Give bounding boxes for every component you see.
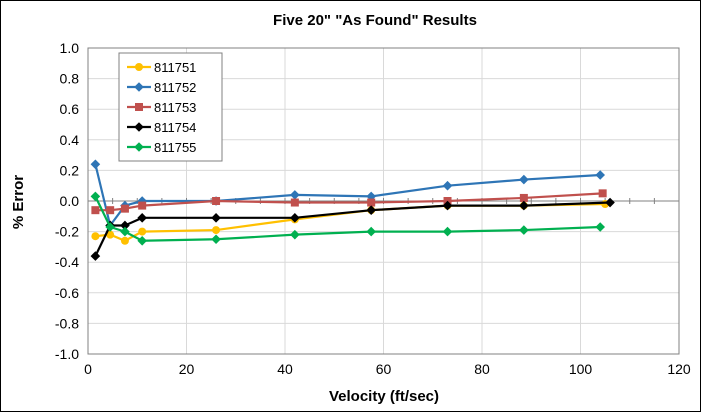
y-tick-label: 1.0 (60, 40, 80, 56)
y-tick-label: -0.4 (55, 254, 79, 270)
y-tick-label: -0.8 (55, 315, 79, 331)
data-point (137, 235, 147, 246)
y-axis-title: % Error (10, 175, 27, 229)
y-tick-label: 0.0 (60, 193, 80, 209)
data-point (212, 226, 221, 235)
x-tick-label: 120 (667, 361, 691, 377)
series-811755 (90, 191, 605, 246)
legend-marker (134, 82, 144, 92)
data-point (595, 222, 605, 232)
legend-item: 811751 (127, 60, 196, 75)
data-point (290, 213, 300, 223)
legend-item: 811753 (127, 100, 196, 115)
legend-marker (134, 142, 144, 152)
series-811754 (90, 197, 615, 261)
axes: 0 20 40 60 80 100 120 1.0 0.8 0.6 0.4 0.2 0.0 -0.2 -0.… (55, 40, 691, 377)
series-layer (90, 159, 615, 261)
legend-label: 811751 (154, 60, 196, 75)
x-tick-label: 100 (569, 361, 593, 377)
legend-label: 811753 (154, 100, 196, 115)
y-tick-label: 0.2 (60, 162, 80, 178)
data-point (519, 193, 528, 202)
data-point (211, 213, 221, 223)
data-point (366, 226, 376, 237)
data-point (290, 229, 300, 240)
series-811751 (91, 200, 610, 245)
data-point (212, 197, 221, 205)
legend-marker (134, 122, 144, 132)
legend-label: 811754 (154, 120, 196, 135)
x-tick-label: 0 (84, 361, 92, 377)
data-point (105, 222, 115, 232)
data-point (120, 204, 129, 213)
data-point (598, 189, 607, 198)
y-tick-label: 0.8 (60, 71, 80, 87)
x-tick-label: 60 (376, 361, 392, 377)
data-point (120, 226, 130, 237)
data-point (120, 220, 130, 231)
legend-item: 811754 (127, 120, 196, 135)
data-point (367, 198, 376, 207)
data-point (91, 232, 100, 241)
y-tick-label: -1.0 (55, 346, 79, 362)
y-tick-label: 0.4 (60, 132, 80, 148)
data-point (442, 200, 453, 211)
series-line (94, 164, 601, 229)
y-tick-label: -0.2 (55, 224, 79, 240)
data-point (605, 197, 615, 208)
data-point (106, 230, 115, 239)
series-line (95, 202, 606, 242)
legend-label: 811752 (154, 80, 196, 95)
data-point (290, 198, 299, 207)
data-point (211, 234, 221, 245)
chart-title: Five 20" "As Found" Results (273, 12, 477, 29)
data-point (519, 225, 529, 235)
y-tick-label: -0.6 (55, 285, 79, 301)
data-point (106, 206, 115, 215)
legend-marker (135, 103, 143, 111)
legend-label: 811755 (154, 140, 196, 155)
data-point (138, 227, 147, 236)
data-point (442, 180, 453, 191)
data-point (595, 170, 605, 180)
x-axis-title: Velocity (ft/sec) (329, 388, 439, 405)
legend-item: 811752 (127, 80, 196, 95)
series-line (94, 195, 601, 242)
data-point (91, 206, 100, 215)
x-tick-label: 20 (179, 361, 195, 377)
data-point (138, 201, 147, 210)
data-point (366, 205, 376, 215)
data-point (290, 190, 300, 200)
data-point (120, 236, 129, 245)
data-point (519, 200, 529, 211)
legend: 811751 811752 811753 811754 811755 (118, 52, 223, 162)
legend-item: 811755 (127, 140, 196, 155)
data-point (137, 213, 147, 223)
x-tick-label: 80 (474, 361, 490, 377)
data-point (442, 226, 453, 237)
data-point (90, 159, 101, 170)
y-tick-label: 0.6 (60, 101, 80, 117)
data-point (90, 191, 101, 202)
series-line (95, 192, 603, 212)
data-point (519, 174, 529, 185)
data-point (90, 251, 101, 261)
series-line (94, 201, 611, 257)
x-tick-label: 40 (277, 361, 293, 377)
legend-marker (135, 63, 143, 71)
